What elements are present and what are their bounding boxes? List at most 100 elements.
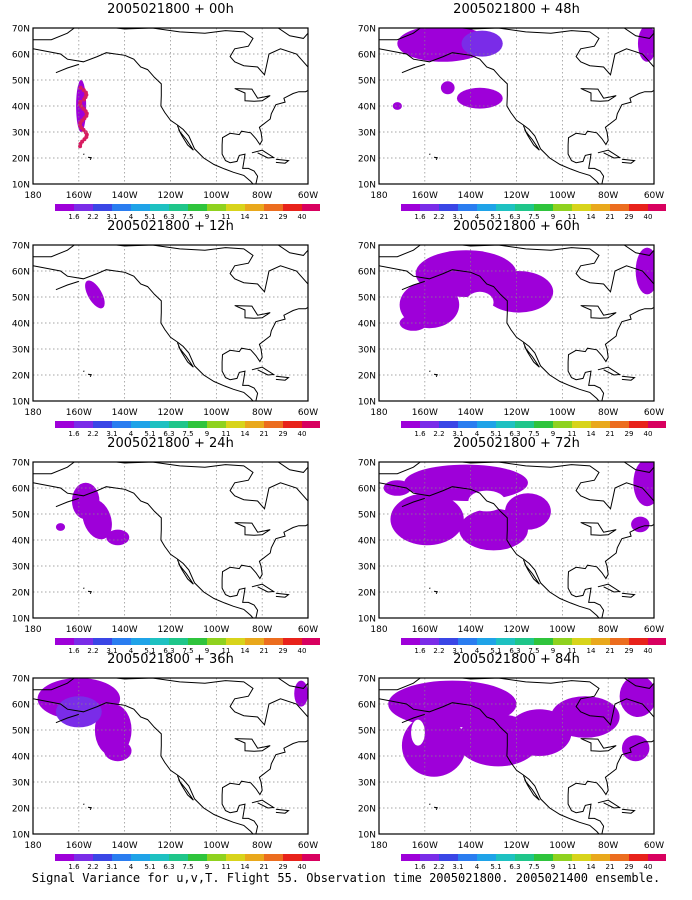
colorbar: 1.6 2.2 3.1 4 5.1 6.3 7.5 9 11 14 21 29 40 <box>55 854 320 871</box>
colorbar-label: 9 <box>205 863 209 871</box>
colorbar-label: 4 <box>475 430 480 438</box>
lat-tick-label: 10N <box>12 831 30 841</box>
colorbar-swatch <box>420 854 439 861</box>
lat-tick-label: 50N <box>12 77 30 87</box>
lat-tick-label: 30N <box>12 346 30 356</box>
graticule <box>379 245 654 401</box>
colorbar-swatch <box>439 421 458 428</box>
colorbar-swatch <box>55 854 74 861</box>
colorbar-label: 6.3 <box>163 863 174 871</box>
colorbar-label: 40 <box>298 430 307 438</box>
lat-tick-label: 50N <box>358 77 376 87</box>
lat-tick-label: 40N <box>12 320 30 330</box>
colorbar-label: 2.2 <box>433 430 444 438</box>
map-frame <box>32 461 309 619</box>
colorbar-swatch <box>112 638 131 645</box>
colorbar-swatch <box>553 638 572 645</box>
lon-tick-label: 180 <box>370 625 387 635</box>
colorbar-swatch <box>572 854 591 861</box>
lat-tick-label: 50N <box>358 511 376 521</box>
colorbar-label: 7.5 <box>528 213 539 221</box>
lat-tick-label: 10N <box>12 615 30 625</box>
lat-tick-label: 20N <box>12 805 30 815</box>
colorbar-swatch <box>112 204 131 211</box>
colorbar-swatch <box>150 854 169 861</box>
graticule <box>379 462 654 618</box>
lat-tick-label: 10N <box>12 181 30 191</box>
colorbar-label: 6.3 <box>163 647 174 655</box>
colorbar-label: 7.5 <box>182 213 193 221</box>
colorbar-label: 6.3 <box>163 213 174 221</box>
colorbar-swatch <box>553 854 572 861</box>
lon-tick-label: 140W <box>458 841 484 851</box>
lat-tick-label: 50N <box>12 511 30 521</box>
coastline <box>33 28 308 184</box>
lon-tick-label: 100W <box>203 191 229 201</box>
lat-tick-label: 60N <box>12 701 30 711</box>
lon-tick-label: 160W <box>412 408 438 418</box>
colorbar-swatch <box>112 854 131 861</box>
colorbar-swatch <box>591 854 610 861</box>
colorbar-swatch <box>496 421 515 428</box>
colorbar-swatch <box>553 204 572 211</box>
panel-title: 2005021800 + 36h <box>107 652 234 667</box>
variance-region <box>399 315 428 331</box>
lon-tick-label: 140W <box>458 408 484 418</box>
colorbar-swatch <box>629 421 648 428</box>
colorbar-swatch <box>226 421 245 428</box>
colorbar-label: 40 <box>644 863 653 871</box>
colorbar-label: 6.3 <box>509 213 520 221</box>
lat-tick-label: 20N <box>358 589 376 599</box>
map-figure: 10N 20N 30N 40N 50N 60N 70N 180 160W 140W 120W 100W… <box>358 459 666 655</box>
panel-title: 2005021800 + 60h <box>453 219 580 234</box>
colorbar-swatch <box>629 638 648 645</box>
colorbar: 1.6 2.2 3.1 4 5.1 6.3 7.5 9 11 14 21 29 40 <box>401 421 666 438</box>
colorbar-swatch <box>169 854 188 861</box>
colorbar-label: 14 <box>241 863 250 871</box>
variance-region <box>635 247 654 295</box>
variance-field <box>85 280 105 309</box>
field-gap <box>411 719 425 746</box>
colorbar-label: 3.1 <box>106 863 117 871</box>
lon-tick-label: 120W <box>157 191 183 201</box>
lat-tick-label: 60N <box>12 268 30 278</box>
lon-tick-label: 80W <box>598 408 618 418</box>
lon-tick-label: 60W <box>298 191 318 201</box>
lon-tick-label: 60W <box>644 625 664 635</box>
colorbar-label: 29 <box>279 863 288 871</box>
lon-tick-label: 180 <box>370 408 387 418</box>
variance-region <box>461 30 503 57</box>
colorbar-label: 9 <box>551 647 555 655</box>
variance-field <box>392 28 654 110</box>
colorbar-label: 11 <box>222 863 231 871</box>
colorbar-swatch <box>629 204 648 211</box>
lat-tick-label: 10N <box>358 398 376 408</box>
colorbar-label: 7.5 <box>528 863 539 871</box>
colorbar-label: 4 <box>475 647 480 655</box>
lat-tick-label: 40N <box>358 753 376 763</box>
colorbar-label: 5.1 <box>144 863 155 871</box>
variance-region <box>392 102 402 110</box>
colorbar-label: 11 <box>568 430 577 438</box>
lat-tick-label: 70N <box>12 242 30 252</box>
panel-title: 2005021800 + 24h <box>107 436 234 451</box>
colorbar-label: 3.1 <box>452 863 463 871</box>
colorbar-swatch <box>74 854 93 861</box>
lon-tick-label: 140W <box>458 191 484 201</box>
colorbar-swatch <box>188 638 207 645</box>
colorbar-swatch <box>188 204 207 211</box>
lon-tick-label: 60W <box>644 191 664 201</box>
variance-region <box>621 735 650 762</box>
colorbar-swatch <box>245 854 264 861</box>
colorbar-label: 4 <box>129 647 134 655</box>
lat-tick-label: 20N <box>12 372 30 382</box>
map-frame <box>32 27 309 185</box>
colorbar: 1.6 2.2 3.1 4 5.1 6.3 7.5 9 11 14 21 29 40 <box>55 204 320 221</box>
lat-tick-label: 10N <box>358 831 376 841</box>
colorbar-label: 1.6 <box>414 213 426 221</box>
lat-tick-label: 40N <box>12 753 30 763</box>
colorbar-swatch <box>169 421 188 428</box>
lon-tick-label: 100W <box>203 841 229 851</box>
colorbar-label: 40 <box>298 863 307 871</box>
variance-region <box>401 714 467 777</box>
